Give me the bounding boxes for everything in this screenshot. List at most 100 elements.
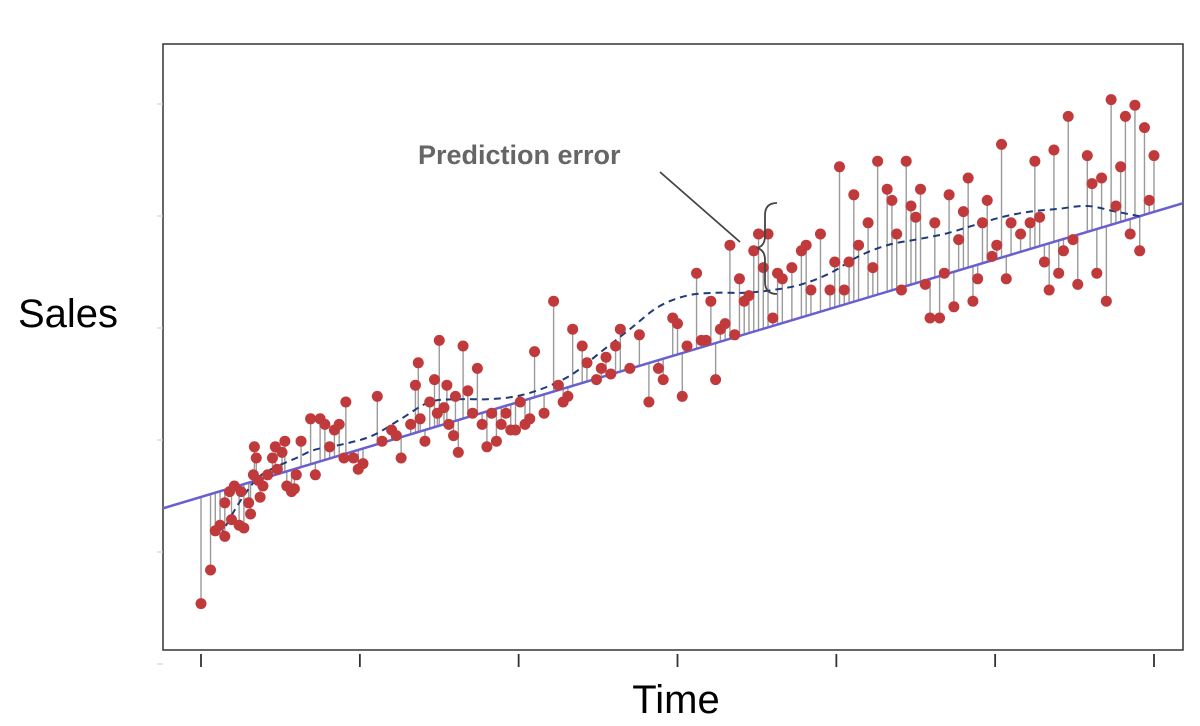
data-point-12 [243,497,255,509]
data-point-83 [562,390,574,402]
data-point-24 [276,446,288,458]
data-point-158 [986,250,998,262]
data-point-156 [976,217,988,229]
data-point-63 [457,340,469,352]
data-point-142 [910,211,922,223]
data-point-173 [1067,234,1079,246]
data-points [195,94,1160,610]
data-point-37 [333,418,345,430]
data-point-11 [238,522,250,534]
data-point-120 [776,273,788,285]
y-axis-label: Sales [18,292,118,336]
data-point-49 [409,379,421,391]
data-point-144 [919,278,931,290]
data-point-20 [262,469,274,481]
data-point-170 [1053,267,1065,279]
data-point-46 [390,430,402,442]
data-point-110 [729,329,741,341]
data-point-89 [600,351,612,363]
data-point-29 [290,469,302,481]
data-point-57 [438,402,450,414]
data-point-50 [412,357,424,369]
data-point-178 [1096,172,1108,184]
data-point-136 [881,183,893,195]
data-point-21 [266,452,278,464]
error-brace [756,202,778,295]
data-point-88 [595,362,607,374]
data-point-1 [205,564,217,576]
data-point-176 [1086,178,1098,190]
data-point-40 [347,452,359,464]
data-point-85 [576,340,588,352]
data-point-162 [1005,217,1017,229]
data-point-75 [514,396,526,408]
data-point-111 [733,273,745,285]
data-point-130 [843,256,855,268]
data-point-169 [1048,144,1060,156]
linear-regression-line [163,201,1183,510]
data-point-182 [1115,161,1127,173]
data-point-16 [250,452,262,464]
data-point-113 [743,290,755,302]
data-point-100 [676,390,688,402]
data-point-184 [1124,228,1136,240]
data-point-180 [1105,94,1117,106]
data-point-174 [1072,278,1084,290]
data-point-168 [1043,284,1055,296]
data-point-134 [867,262,879,274]
data-point-187 [1138,122,1150,134]
data-point-127 [829,256,841,268]
data-point-133 [862,217,874,229]
data-point-93 [624,362,636,374]
data-point-151 [953,234,965,246]
data-point-165 [1029,155,1041,167]
data-point-149 [943,189,955,201]
data-point-132 [853,239,865,251]
data-point-64 [462,385,474,397]
data-point-71 [495,418,507,430]
data-point-4 [219,497,231,509]
data-point-171 [1057,245,1069,257]
data-point-38 [338,452,350,464]
data-point-58 [441,379,453,391]
data-point-81 [552,379,564,391]
data-point-72 [500,407,512,419]
data-point-118 [767,312,779,324]
data-point-128 [834,161,846,173]
data-point-160 [996,138,1008,150]
data-point-183 [1119,110,1131,122]
data-point-172 [1062,110,1074,122]
data-point-101 [681,340,693,352]
data-point-185 [1129,99,1141,111]
data-point-147 [934,312,946,324]
data-point-177 [1091,267,1103,279]
data-point-189 [1148,150,1160,162]
data-point-115 [753,228,765,240]
data-point-135 [872,155,884,167]
data-point-28 [288,483,300,495]
data-point-99 [672,318,683,330]
data-point-102 [691,267,703,279]
data-point-157 [981,194,993,206]
data-point-179 [1100,295,1112,307]
data-point-44 [376,435,388,447]
annotation-leader-line [659,171,741,243]
data-point-163 [1015,228,1027,240]
data-point-138 [891,228,903,240]
data-point-108 [719,318,731,330]
data-point-105 [705,295,717,307]
data-point-97 [657,374,669,386]
data-point-186 [1134,245,1146,257]
data-point-141 [905,200,917,212]
data-point-140 [900,155,912,167]
data-point-0 [195,598,207,610]
data-point-84 [567,323,579,335]
data-point-48 [405,418,417,430]
data-point-95 [643,396,655,408]
residual-lines [200,99,1155,604]
data-point-137 [886,194,898,206]
data-point-126 [824,284,836,296]
data-point-5 [219,530,231,542]
data-point-139 [895,284,907,296]
data-point-23 [271,463,283,475]
